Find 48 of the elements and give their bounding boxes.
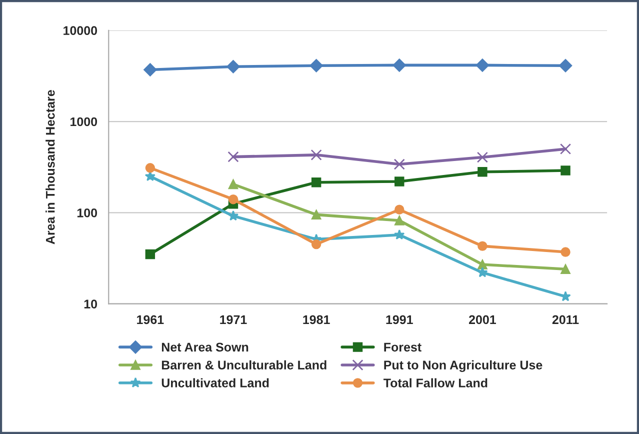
- y-tick-label: 1000: [70, 117, 98, 126]
- point: [558, 59, 572, 72]
- y-tick-label: 100: [77, 208, 98, 218]
- point: [145, 163, 156, 173]
- legend-label: Total Fallow Land: [384, 378, 488, 388]
- point: [560, 264, 570, 274]
- point: [394, 204, 404, 214]
- point: [394, 176, 404, 186]
- x-tick-label: 2001: [468, 315, 496, 324]
- point: [478, 260, 488, 270]
- point: [560, 247, 570, 257]
- point: [560, 291, 571, 302]
- x-tick-label: 1961: [137, 315, 164, 324]
- point: [310, 59, 323, 72]
- point: [394, 216, 404, 226]
- x-tick-label: 2011: [552, 315, 579, 324]
- legend-label: Barren & Unculturable Land: [162, 360, 326, 370]
- point: [560, 143, 572, 155]
- x-tick-label: 1971: [220, 315, 247, 324]
- point: [560, 166, 570, 176]
- x-tick-label: 1991: [386, 315, 413, 324]
- y-tick-label: 10000: [64, 26, 98, 36]
- y-axis-title: Area in Thousand Hectare: [46, 90, 55, 244]
- point: [311, 178, 322, 188]
- point: [311, 239, 322, 250]
- point: [478, 167, 488, 177]
- point: [228, 151, 239, 162]
- y-tick-label: 10: [84, 300, 98, 308]
- point: [144, 63, 157, 76]
- point: [228, 210, 239, 221]
- point: [228, 194, 238, 204]
- point: [477, 267, 488, 278]
- point: [226, 60, 240, 74]
- legend-label: Net Area Sown: [162, 342, 248, 352]
- legend-label: Put to Non Agriculture Use: [384, 360, 542, 372]
- point: [394, 158, 405, 170]
- point: [310, 149, 322, 160]
- point: [478, 241, 488, 251]
- point: [394, 229, 405, 240]
- point: [392, 58, 406, 72]
- x-tick-label: 1981: [303, 315, 330, 324]
- point: [145, 249, 156, 260]
- point: [311, 210, 322, 220]
- point: [228, 179, 238, 190]
- point: [476, 58, 490, 72]
- point: [476, 152, 488, 163]
- legend-label: Uncultivated Land: [162, 378, 269, 388]
- legend-label: Forest: [384, 342, 422, 352]
